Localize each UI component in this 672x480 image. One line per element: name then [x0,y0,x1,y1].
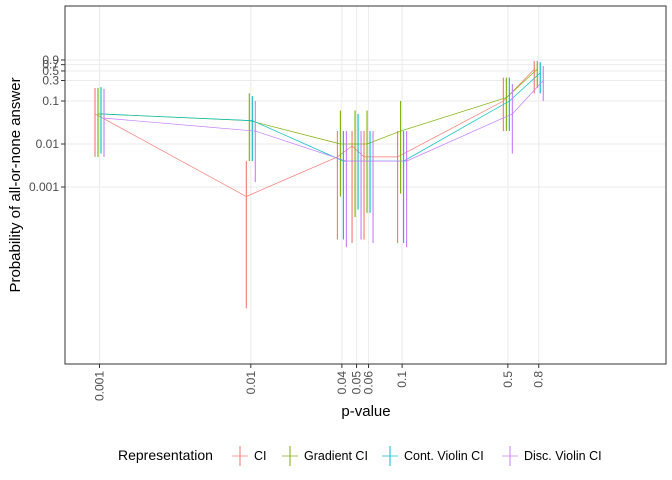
series-line [103,80,544,162]
y-tick-label: 0.7 [42,58,59,72]
x-tick-label: 0.5 [501,371,515,388]
legend-key [502,446,518,466]
y-tick-label: 0.3 [42,73,59,87]
series-layer [94,61,544,309]
legend-key [232,446,248,466]
x-tick-label: 0.06 [362,371,376,395]
y-tick-label: 0.5 [42,64,59,78]
x-tick-label: 0.8 [532,371,546,388]
panel-background [65,6,666,364]
y-tick-label: 0.01 [36,137,60,151]
x-tick-label: 0.1 [395,371,409,388]
x-tick-label: 0.001 [93,371,107,401]
legend-key [282,446,298,466]
x-tick-label: 0.05 [350,371,364,395]
x-axis-title: p-value [341,403,390,420]
series-disc-violin-ci [103,66,544,248]
y-tick-label: 0.001 [29,180,59,194]
x-tick-label: 0.04 [335,371,349,395]
legend-label: CI [254,449,267,463]
y-axis-title: Probability of all-or-none answer [7,77,24,292]
legend-label: Cont. Violin CI [404,449,484,463]
legend-key [382,446,398,466]
legend: Representation CI Gradient CI Cont. Violin… [118,446,602,466]
y-tick-label: 0.1 [42,94,59,108]
y-tick-label: 0.9 [42,53,59,67]
legend-label: Gradient CI [304,449,368,463]
series-ci [94,61,535,309]
x-tick-label: 0.01 [244,371,258,395]
legend-label: Disc. Violin CI [524,449,602,463]
panel-border [64,5,667,365]
legend-title: Representation [118,447,213,463]
